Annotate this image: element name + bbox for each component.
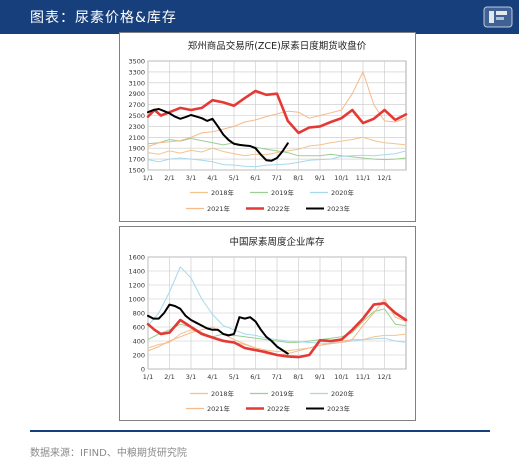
y-tick-label: 1400 bbox=[128, 268, 145, 276]
x-tick-label: 8/1 bbox=[293, 373, 303, 381]
x-tick-label: 12/1 bbox=[377, 174, 392, 182]
y-tick-label: 1000 bbox=[128, 296, 145, 304]
series-line-2023年 bbox=[147, 108, 289, 162]
x-tick-label: 8/1 bbox=[293, 174, 303, 182]
y-tick-label: 1900 bbox=[128, 145, 145, 153]
x-tick-label: 1/1 bbox=[143, 373, 153, 381]
series-line-2021年 bbox=[147, 71, 407, 148]
legend-label: 2023年 bbox=[327, 404, 351, 413]
legend-item: 2019年 bbox=[250, 389, 295, 398]
legend-label: 2021年 bbox=[207, 204, 231, 213]
x-tick-label: 11/1 bbox=[356, 373, 371, 381]
legend-label: 2022年 bbox=[267, 204, 291, 213]
y-tick-label: 3300 bbox=[128, 68, 145, 76]
legend-label: 2018年 bbox=[211, 188, 235, 197]
legend-item: 2022年 bbox=[246, 204, 291, 213]
series-line-2022年 bbox=[146, 301, 408, 359]
x-tick-label: 3/1 bbox=[186, 174, 196, 182]
series-line-2022年 bbox=[146, 89, 408, 135]
x-tick-label: 3/1 bbox=[186, 373, 196, 381]
chart-title: 中国尿素周度企业库存 bbox=[229, 236, 325, 248]
legend-item: 2020年 bbox=[310, 389, 355, 398]
chart-title: 郑州商品交易所(ZCE)尿素日度期货收盘价 bbox=[188, 40, 367, 52]
x-tick-label: 10/1 bbox=[334, 174, 349, 182]
legend-item: 2023年 bbox=[306, 404, 351, 413]
x-tick-label: 4/1 bbox=[207, 373, 217, 381]
x-tick-label: 5/1 bbox=[229, 174, 239, 182]
y-tick-label: 2900 bbox=[128, 90, 145, 98]
legend-item: 2018年 bbox=[190, 188, 235, 197]
legend-label: 2020年 bbox=[331, 188, 355, 197]
x-tick-label: 11/1 bbox=[356, 174, 371, 182]
y-tick-label: 2300 bbox=[128, 123, 145, 131]
y-tick-label: 600 bbox=[133, 324, 145, 332]
y-tick-label: 200 bbox=[133, 352, 145, 360]
x-tick-label: 5/1 bbox=[229, 373, 239, 381]
legend-item: 2018年 bbox=[190, 389, 235, 398]
y-tick-label: 1700 bbox=[128, 156, 145, 164]
legend-item: 2022年 bbox=[246, 404, 291, 413]
series-line-2020年 bbox=[147, 150, 407, 168]
x-tick-label: 12/1 bbox=[377, 373, 392, 381]
y-tick-label: 0 bbox=[141, 366, 145, 374]
price-chart: 郑州商品交易所(ZCE)尿素日度期货收盘价 1500 1700 1900 2100 230… bbox=[128, 40, 408, 213]
y-tick-label: 1200 bbox=[128, 282, 145, 290]
series-line-2018年 bbox=[147, 136, 407, 157]
y-tick-label: 2100 bbox=[128, 134, 145, 142]
x-tick-label: 9/1 bbox=[315, 373, 325, 381]
legend-label: 2018年 bbox=[211, 389, 235, 398]
x-tick-label: 10/1 bbox=[334, 373, 349, 381]
legend-label: 2022年 bbox=[267, 404, 291, 413]
page-title: 图表：尿素价格&库存 bbox=[30, 10, 177, 26]
series-line-2023年 bbox=[147, 303, 289, 355]
legend-label: 2019年 bbox=[271, 389, 295, 398]
legend-label: 2020年 bbox=[331, 389, 355, 398]
legend-item: 2019年 bbox=[250, 188, 295, 197]
legend-item: 2023年 bbox=[306, 204, 351, 213]
stock-chart-panel: 中国尿素周度企业库存 0 200 400 600 800 1000 1200 1400 1600 1… bbox=[119, 226, 416, 421]
x-tick-label: 2/1 bbox=[164, 174, 174, 182]
series-line-2019年 bbox=[147, 137, 407, 161]
x-tick-label: 7/1 bbox=[272, 373, 282, 381]
data-source-note: 数据来源：IFIND、中粮期货研究院 bbox=[30, 448, 187, 459]
x-tick-label: 1/1 bbox=[143, 174, 153, 182]
x-tick-label: 4/1 bbox=[207, 174, 217, 182]
legend-label: 2019年 bbox=[271, 188, 295, 197]
legend-item: 2021年 bbox=[186, 204, 231, 213]
legend-label: 2021年 bbox=[207, 404, 231, 413]
legend-item: 2020年 bbox=[310, 188, 355, 197]
y-tick-label: 800 bbox=[133, 310, 145, 318]
y-tick-label: 3100 bbox=[128, 79, 145, 87]
legend-item: 2021年 bbox=[186, 404, 231, 413]
x-tick-label: 6/1 bbox=[250, 174, 260, 182]
x-tick-label: 9/1 bbox=[315, 174, 325, 182]
x-tick-label: 2/1 bbox=[164, 373, 174, 381]
y-tick-label: 3500 bbox=[128, 58, 145, 66]
legend-label: 2023年 bbox=[327, 204, 351, 213]
y-tick-label: 1500 bbox=[128, 167, 145, 175]
price-chart-panel: 郑州商品交易所(ZCE)尿素日度期货收盘价 1500 1700 1900 2100 230… bbox=[119, 32, 416, 222]
company-logo-icon bbox=[483, 6, 513, 28]
y-tick-label: 1600 bbox=[128, 254, 145, 262]
x-tick-label: 7/1 bbox=[272, 174, 282, 182]
y-tick-label: 2700 bbox=[128, 101, 145, 109]
y-tick-label: 2500 bbox=[128, 112, 145, 120]
header-bar: 图表：尿素价格&库存 bbox=[0, 0, 519, 34]
y-tick-label: 400 bbox=[133, 338, 145, 346]
stock-chart: 中国尿素周度企业库存 0 200 400 600 800 1000 1200 1400 1600 1… bbox=[128, 236, 408, 413]
series-line-2020年 bbox=[147, 266, 407, 344]
footer-divider bbox=[30, 430, 490, 432]
x-tick-label: 6/1 bbox=[250, 373, 260, 381]
